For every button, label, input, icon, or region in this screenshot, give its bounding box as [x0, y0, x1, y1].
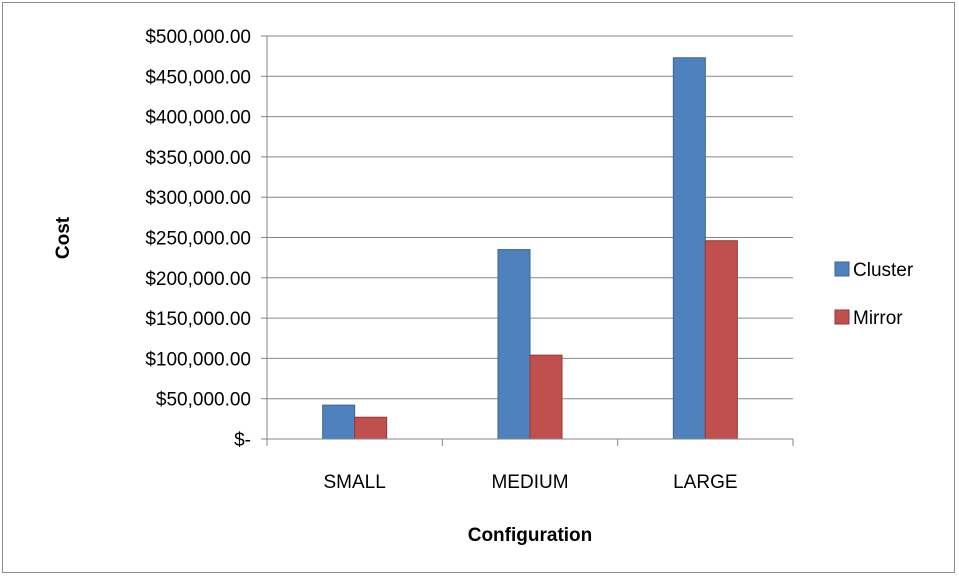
y-tick-label: $350,000.00: [145, 148, 251, 169]
y-tick-label: $300,000.00: [145, 188, 251, 209]
bar-cluster-large: [672, 57, 706, 440]
y-tick-label: $100,000.00: [145, 349, 251, 370]
bars: [322, 57, 738, 440]
y-tick-label: $50,000.00: [156, 390, 251, 411]
x-tick-label: SMALL: [324, 472, 386, 493]
y-tick-label: $500,000.00: [145, 27, 251, 48]
bar-mirror-large: [704, 240, 738, 440]
legend-swatch-cluster: [834, 261, 850, 277]
y-axis-tick-labels: $- $50,000.00 $100,000.00 $150,000.00 $200,0…: [145, 27, 251, 451]
y-tick-label: $200,000.00: [145, 269, 251, 290]
x-axis-tick-labels: SMALL MEDIUM LARGE: [324, 472, 738, 493]
y-tick-label: $150,000.00: [145, 309, 251, 330]
y-tick-label: $450,000.00: [145, 67, 251, 88]
legend: Cluster Mirror: [834, 260, 914, 329]
y-tick-label: $400,000.00: [145, 108, 251, 129]
y-tick-label: $-: [234, 430, 251, 451]
bar-mirror-medium: [529, 354, 563, 440]
x-axis-title: Configuration: [468, 525, 593, 546]
y-axis-title: Cost: [53, 216, 74, 259]
x-tick-label: MEDIUM: [491, 472, 568, 493]
bar-mirror-small: [354, 416, 388, 440]
legend-label-mirror: Mirror: [853, 308, 903, 329]
bar-cluster-small: [322, 404, 356, 440]
x-tick-label: LARGE: [673, 472, 737, 493]
legend-swatch-mirror: [834, 309, 850, 325]
y-tick-label: $250,000.00: [145, 229, 251, 250]
axes: [266, 36, 794, 446]
legend-label-cluster: Cluster: [853, 260, 914, 281]
bar-cluster-medium: [497, 249, 531, 440]
